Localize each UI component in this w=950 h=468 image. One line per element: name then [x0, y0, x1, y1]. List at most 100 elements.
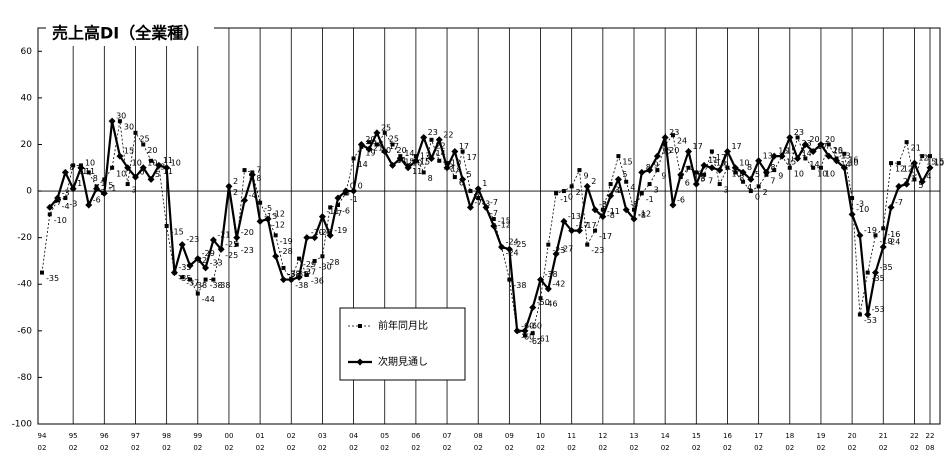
data-label: -35	[46, 274, 59, 283]
point-marker	[585, 242, 590, 247]
data-label: -4	[62, 202, 70, 211]
data-label: -60	[521, 321, 534, 330]
point-marker	[801, 140, 809, 148]
data-label: -20	[311, 228, 324, 237]
point-marker	[234, 242, 239, 247]
data-label: 14	[404, 149, 414, 158]
data-label: 15	[786, 158, 796, 167]
data-label: 8	[646, 163, 651, 172]
point-marker	[217, 245, 225, 253]
point-marker	[336, 203, 340, 208]
data-label: -3	[69, 200, 77, 209]
point-marker	[452, 175, 457, 180]
data-label: 14	[841, 160, 851, 169]
point-marker	[47, 212, 52, 217]
point-marker	[731, 164, 739, 172]
x-tick-label: 02	[536, 444, 545, 452]
point-marker	[583, 182, 591, 190]
point-marker	[367, 140, 372, 145]
point-marker	[685, 147, 693, 155]
legend-label: 前年同月比	[378, 319, 428, 332]
point-marker	[326, 231, 334, 239]
data-label: -1	[646, 195, 654, 204]
x-tick-label: 18	[785, 432, 794, 440]
data-label: 24	[677, 137, 687, 146]
point-marker	[328, 205, 333, 210]
x-tick-label: 11	[567, 432, 576, 440]
data-label: 30	[116, 112, 126, 121]
data-label: 17	[693, 142, 703, 151]
point-marker	[264, 215, 272, 223]
point-marker	[700, 161, 708, 169]
point-marker	[702, 172, 707, 177]
series-line	[48, 120, 931, 332]
point-marker	[653, 152, 661, 160]
point-marker	[180, 275, 185, 280]
point-marker	[498, 243, 506, 251]
data-label: 25	[389, 134, 399, 143]
point-marker	[281, 265, 286, 270]
point-marker	[748, 189, 753, 194]
point-marker	[273, 233, 278, 238]
point-marker	[342, 187, 350, 195]
x-tick-label: 02	[318, 444, 327, 452]
data-label: 16	[848, 155, 858, 164]
x-tick-label: 02	[754, 444, 763, 452]
x-tick-label: 05	[380, 432, 389, 440]
x-tick-label: 02	[474, 444, 483, 452]
point-marker	[46, 203, 54, 211]
point-marker	[211, 277, 216, 282]
data-label: 10	[817, 169, 827, 178]
data-label: 1	[101, 179, 106, 188]
point-marker	[865, 270, 870, 275]
data-label: 15	[622, 158, 632, 167]
point-marker	[864, 311, 872, 319]
data-label: -50	[537, 298, 550, 307]
point-marker	[350, 187, 358, 195]
data-label: -17	[583, 221, 596, 230]
point-marker	[833, 157, 841, 165]
x-tick-label: 02	[692, 444, 701, 452]
data-label: 17	[731, 142, 741, 151]
point-marker	[186, 262, 194, 270]
data-label: -11	[607, 207, 620, 216]
x-tick-label: 02	[224, 444, 233, 452]
point-marker	[71, 163, 76, 168]
point-marker	[149, 158, 154, 163]
x-tick-label: 02	[785, 444, 794, 452]
data-label: -7	[54, 198, 62, 207]
data-label: 20	[833, 146, 843, 155]
data-label: 10	[132, 158, 142, 167]
point-marker	[233, 234, 241, 242]
data-label: 0	[568, 193, 573, 202]
point-marker	[778, 152, 786, 160]
data-label: -20	[319, 228, 332, 237]
data-label: 9	[778, 172, 783, 181]
point-marker	[616, 154, 621, 159]
data-label: 2	[233, 177, 238, 186]
point-marker	[795, 135, 800, 140]
data-label: -2	[615, 186, 623, 195]
point-marker	[318, 213, 326, 221]
x-tick-label: 02	[287, 432, 296, 440]
point-marker	[725, 165, 730, 170]
data-label: -23	[591, 246, 604, 255]
x-tick-label: 02	[287, 444, 296, 452]
chart-title: 売上高DI（全業種）	[52, 24, 199, 43]
data-label: 9	[724, 161, 729, 170]
point-marker	[655, 168, 660, 173]
data-label: -10	[54, 216, 67, 225]
point-marker	[390, 142, 395, 147]
data-label: 6	[139, 168, 144, 177]
data-label: 7	[770, 176, 775, 185]
point-marker	[608, 182, 613, 187]
data-label: 8	[428, 174, 433, 183]
data-label: 2	[233, 188, 238, 197]
data-label: -25	[225, 251, 238, 260]
data-label: 12	[918, 154, 928, 163]
point-marker	[904, 140, 909, 145]
data-label: -21	[217, 230, 230, 239]
data-label: 5	[622, 170, 627, 179]
data-label: -8	[638, 211, 646, 220]
